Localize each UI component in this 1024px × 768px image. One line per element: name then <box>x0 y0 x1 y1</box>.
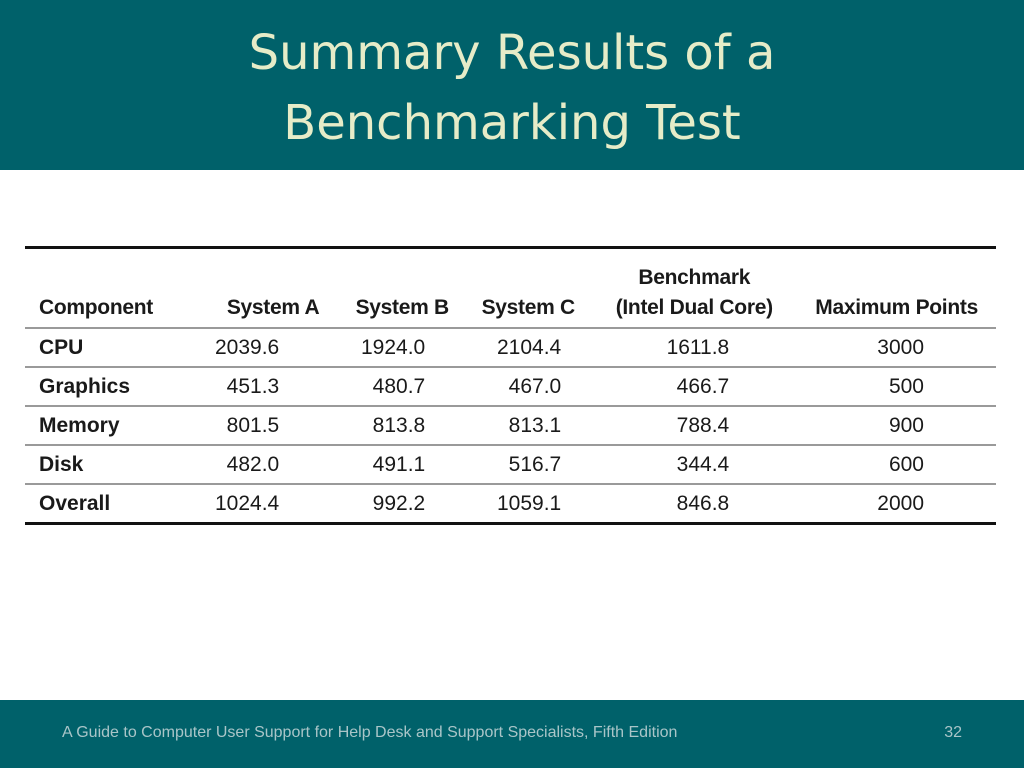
header-maximum-points: Maximum Points <box>815 296 978 319</box>
table-header-row: Component System A System B System C Ben… <box>25 248 996 329</box>
cell-max-points: 500 <box>888 375 924 398</box>
cell-system-a: 1024.4 <box>215 492 280 515</box>
slide-title: Summary Results of a Benchmarking Test <box>0 18 1024 158</box>
table-row: Disk 482.0 491.1 516.7 344.4 600 <box>25 445 996 484</box>
cell-system-a: 801.5 <box>226 414 280 437</box>
header-system-c: System C <box>481 296 576 319</box>
page-number: 32 <box>944 724 962 741</box>
table-row: Overall 1024.4 992.2 1059.1 846.8 2000 <box>25 484 996 524</box>
footer-text: A Guide to Computer User Support for Hel… <box>62 724 678 741</box>
cell-system-c: 1059.1 <box>497 492 562 515</box>
slide-title-line-2: Benchmarking Test <box>283 95 741 151</box>
header-benchmark-line-1: Benchmark <box>638 266 751 289</box>
cell-system-a: 2039.6 <box>215 336 280 359</box>
cell-benchmark: 344.4 <box>676 453 730 476</box>
cell-component: Disk <box>39 453 84 476</box>
header-benchmark-line-2: (Intel Dual Core) <box>615 296 773 319</box>
cell-benchmark: 466.7 <box>676 375 730 398</box>
table-row: Graphics 451.3 480.7 467.0 466.7 500 <box>25 367 996 406</box>
cell-max-points: 3000 <box>877 336 924 359</box>
cell-system-b: 1924.0 <box>361 336 426 359</box>
table-row: CPU 2039.6 1924.0 2104.4 1611.8 3000 <box>25 328 996 367</box>
cell-system-c: 467.0 <box>508 375 562 398</box>
footer-bar: A Guide to Computer User Support for Hel… <box>0 700 1024 768</box>
cell-system-a: 451.3 <box>226 375 280 398</box>
cell-benchmark: 1611.8 <box>666 336 730 359</box>
title-banner: Summary Results of a Benchmarking Test <box>0 0 1024 170</box>
cell-system-b: 480.7 <box>372 375 426 398</box>
cell-component: Graphics <box>39 375 131 398</box>
cell-system-b: 992.2 <box>372 492 426 515</box>
cell-benchmark: 846.8 <box>676 492 730 515</box>
cell-component: Overall <box>39 492 111 515</box>
cell-system-b: 813.8 <box>372 414 426 437</box>
benchmark-table-container: Component System A System B System C Ben… <box>25 246 996 525</box>
cell-system-c: 2104.4 <box>497 336 562 359</box>
header-system-a: System A <box>226 296 320 319</box>
benchmark-results-table: Component System A System B System C Ben… <box>25 246 996 525</box>
cell-max-points: 2000 <box>877 492 924 515</box>
cell-max-points: 900 <box>888 414 924 437</box>
cell-component: CPU <box>39 336 84 359</box>
cell-max-points: 600 <box>888 453 924 476</box>
slide-title-line-1: Summary Results of a <box>248 25 776 81</box>
header-system-b: System B <box>355 296 450 319</box>
cell-system-b: 491.1 <box>372 453 426 476</box>
header-component: Component <box>39 296 153 319</box>
header-benchmark: Benchmark (Intel Dual Core) <box>591 248 797 329</box>
table-row: Memory 801.5 813.8 813.1 788.4 900 <box>25 406 996 445</box>
cell-system-c: 813.1 <box>508 414 562 437</box>
cell-benchmark: 788.4 <box>676 414 730 437</box>
cell-component: Memory <box>39 414 120 437</box>
cell-system-c: 516.7 <box>508 453 562 476</box>
cell-system-a: 482.0 <box>226 453 280 476</box>
